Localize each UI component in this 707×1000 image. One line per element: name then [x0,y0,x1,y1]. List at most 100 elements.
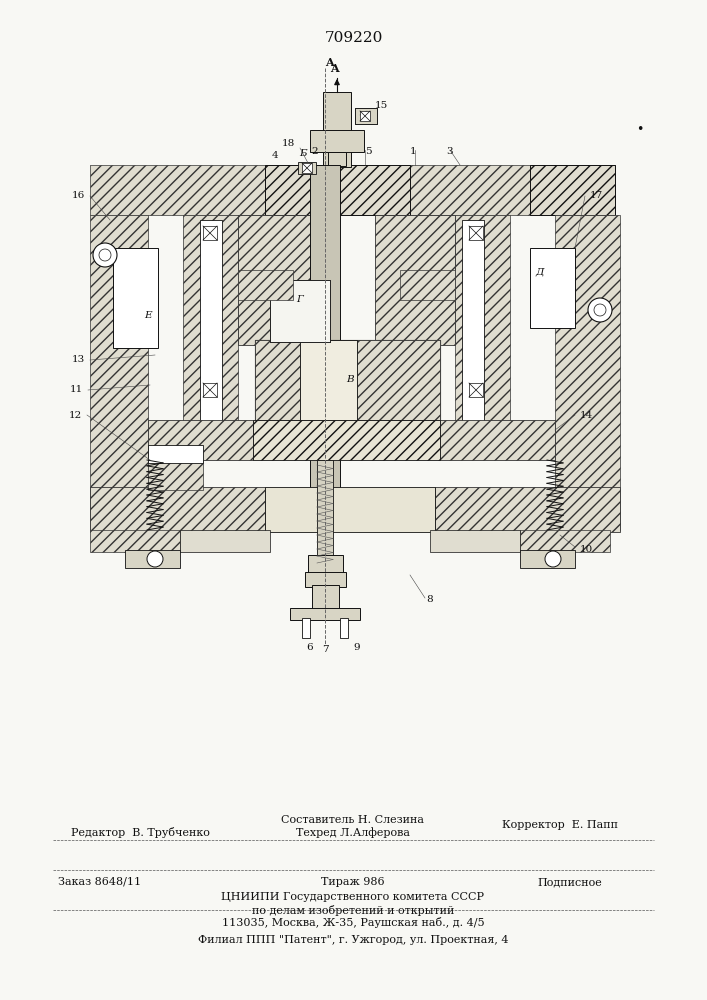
Text: Подписное: Подписное [537,877,602,887]
Circle shape [545,551,561,567]
Text: Г: Г [296,296,303,304]
Bar [203,383,217,397]
Bar [360,111,370,121]
Bar [125,550,180,568]
Bar [469,383,483,397]
Text: E: E [144,310,152,320]
Circle shape [594,304,606,316]
Text: 17: 17 [590,192,603,200]
Bar [310,130,364,152]
Text: Заказ 8648/11: Заказ 8648/11 [59,877,141,887]
Bar [400,270,455,300]
Text: 7: 7 [322,646,328,654]
Bar [323,92,351,167]
Bar [530,248,575,328]
Text: Филиал ППП "Патент", г. Ужгород, ул. Проектная, 4: Филиал ППП "Патент", г. Ужгород, ул. Про… [198,935,508,945]
Text: 2: 2 [312,147,318,156]
Bar [312,585,339,610]
Bar [290,608,360,620]
Bar [455,215,510,455]
Text: Тираж 986: Тираж 986 [321,877,385,887]
Text: 11: 11 [70,385,83,394]
Bar [183,215,238,455]
Text: 3: 3 [447,146,453,155]
Bar [148,445,203,463]
Bar [302,163,312,173]
Polygon shape [530,165,615,215]
Text: 5: 5 [365,147,371,156]
Bar [430,530,520,552]
Bar [203,226,217,240]
Bar [328,152,346,166]
Bar [340,618,348,638]
Bar [520,530,610,552]
Text: Д: Д [536,267,544,276]
Text: 9: 9 [354,644,361,652]
Circle shape [588,298,612,322]
Text: Составитель Н. Слезина: Составитель Н. Слезина [281,815,424,825]
Text: 12: 12 [69,410,82,420]
Bar [90,215,148,530]
Bar [302,618,310,638]
Text: A: A [325,57,333,68]
Text: Техред Л.Алферова: Техред Л.Алферова [296,828,410,838]
Bar [90,530,180,552]
Bar [255,340,440,420]
Bar [200,220,222,450]
Text: 14: 14 [580,410,593,420]
Text: по делам изобретений и открытий: по делам изобретений и открытий [252,904,454,916]
Bar [305,572,346,587]
Text: 13: 13 [71,356,85,364]
Bar [469,226,483,240]
Bar [180,530,270,552]
Bar [270,280,330,342]
Text: Корректор  Е. Папп: Корректор Е. Папп [502,820,618,830]
Text: A: A [329,63,339,74]
Text: В: В [346,375,354,384]
Bar [148,420,253,460]
Bar [555,215,620,530]
Text: 4: 4 [271,151,279,160]
Bar [265,487,435,532]
Text: ЦНИИПИ Государственного комитета СССР: ЦНИИПИ Государственного комитета СССР [221,892,484,902]
Bar [265,165,410,215]
Bar [375,215,455,345]
Circle shape [99,249,111,261]
Bar [462,220,484,450]
Text: 6: 6 [307,644,313,652]
Text: 10: 10 [580,546,593,554]
Bar [317,460,333,580]
Bar [90,165,265,215]
Text: 18: 18 [281,138,295,147]
Text: 709220: 709220 [325,31,383,45]
Text: 113035, Москва, Ж-35, Раушская наб., д. 4/5: 113035, Москва, Ж-35, Раушская наб., д. … [222,918,484,928]
Bar [300,340,357,420]
Bar [355,108,377,124]
Bar [113,248,158,348]
Bar [90,487,265,532]
Bar [440,420,555,460]
Text: Редактор  В. Трубченко: Редактор В. Трубченко [71,828,209,838]
Bar [310,165,340,525]
Bar [355,108,377,124]
Text: 16: 16 [71,192,85,200]
Bar [520,550,575,568]
Bar [238,270,293,300]
Text: •: • [636,123,643,136]
Text: 8: 8 [427,595,433,604]
Bar [148,460,203,490]
Circle shape [147,551,163,567]
Bar [270,280,330,342]
Bar [298,162,316,174]
Circle shape [93,243,117,267]
Text: Б: Б [299,148,307,157]
Bar [357,340,440,420]
Bar [435,487,620,532]
Text: 15: 15 [375,102,388,110]
Bar [255,340,300,420]
Bar [253,420,440,460]
Bar [238,215,318,345]
Bar [410,165,615,215]
Text: 1: 1 [409,146,416,155]
Bar [308,555,343,575]
